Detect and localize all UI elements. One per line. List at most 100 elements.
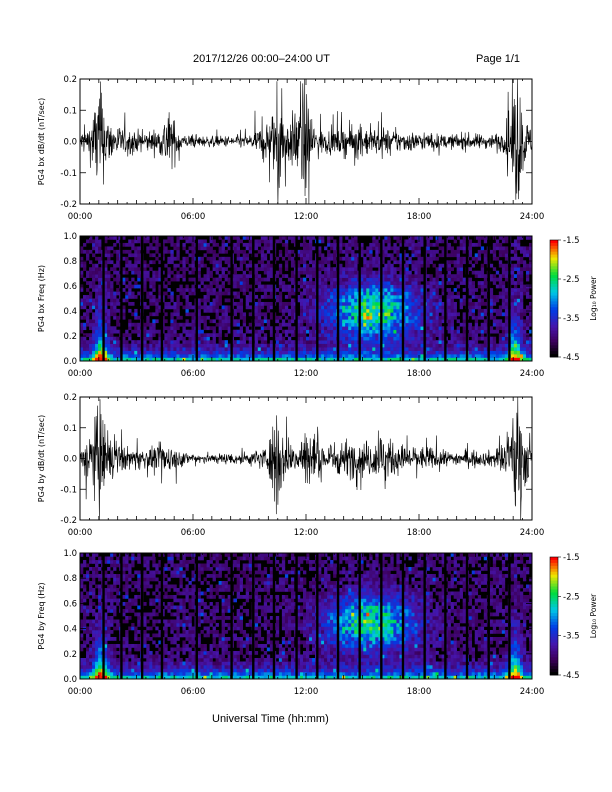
spectrogram-cell xyxy=(399,239,403,244)
spectrogram-cell xyxy=(284,242,289,247)
spectrogram-cell xyxy=(254,347,259,351)
spectrogram-cell xyxy=(351,291,355,296)
spectrogram-cell xyxy=(122,354,126,358)
spectrogram-cell xyxy=(414,312,418,317)
spectrogram-cell xyxy=(498,260,503,265)
panel-1-trace xyxy=(79,78,533,205)
spectrogram-cell xyxy=(384,298,388,303)
spectrogram-cell xyxy=(474,340,479,344)
spectrogram-cell xyxy=(218,315,222,320)
x-tick-label: 12:00 xyxy=(294,369,319,379)
spectrogram-cell xyxy=(182,350,186,355)
spectrogram-cell xyxy=(378,301,382,306)
spectrogram-cell xyxy=(324,340,328,344)
spectrogram-cell xyxy=(453,350,457,355)
spectrogram-cell xyxy=(480,236,485,240)
spectrogram-cell xyxy=(318,329,322,334)
spectrogram-cell xyxy=(137,284,141,289)
spectrogram-cell xyxy=(360,284,364,289)
spectrogram-cell xyxy=(95,357,99,361)
data-gap-stripe xyxy=(295,236,298,361)
spectrogram-cell xyxy=(110,288,114,292)
spectrogram-cell xyxy=(104,602,108,606)
spectrogram-cell xyxy=(92,612,96,617)
spectrogram-cell xyxy=(363,333,367,337)
spectrogram-cell xyxy=(125,284,129,289)
spectrogram-cell xyxy=(366,246,370,251)
spectrogram-cell xyxy=(254,308,259,313)
spectrogram-cell xyxy=(393,329,397,334)
spectrogram-cell xyxy=(321,326,325,331)
spectrogram-cell xyxy=(92,556,96,561)
spectrogram-cell xyxy=(372,326,376,331)
spectrogram-cell xyxy=(167,295,171,299)
spectrogram-cell xyxy=(215,333,219,337)
spectrogram-cell xyxy=(212,281,216,285)
spectrogram-cell xyxy=(522,357,527,361)
spectrogram-cell xyxy=(197,274,201,278)
spectrogram-cell xyxy=(152,301,156,306)
spectrogram-cell xyxy=(209,357,213,361)
spectrogram-cell xyxy=(287,288,292,292)
spectrogram-cell xyxy=(399,284,403,289)
spectrogram-cell xyxy=(306,315,310,320)
spectrogram-cell xyxy=(351,343,355,348)
spectrogram-cell xyxy=(182,322,186,327)
spectrogram-cell xyxy=(155,354,159,358)
spectrogram-cell xyxy=(80,668,84,673)
spectrogram-cell xyxy=(89,343,93,348)
spectrogram-cell xyxy=(417,288,421,292)
spectrogram-cell xyxy=(158,308,162,313)
spectrogram-cell xyxy=(513,315,518,320)
spectrogram-cell xyxy=(116,249,120,254)
spectrogram-cell xyxy=(342,340,346,344)
spectrogram-cell xyxy=(324,260,328,265)
spectrogram-cell xyxy=(378,270,382,275)
spectrogram-cell xyxy=(432,301,436,306)
spectrogram-cell xyxy=(221,270,225,275)
spectrogram-cell xyxy=(155,343,159,348)
spectrogram-cell xyxy=(345,295,349,299)
spectrogram-cell xyxy=(89,602,93,606)
spectrogram-cell xyxy=(432,277,436,282)
spectrogram-cell xyxy=(176,354,180,358)
spectrogram-cell xyxy=(170,291,174,296)
spectrogram-cell xyxy=(107,249,111,254)
spectrogram-cell xyxy=(450,253,454,258)
spectrogram-cell xyxy=(95,277,99,282)
spectrogram-cell xyxy=(89,291,93,296)
spectrogram-cell xyxy=(504,267,509,272)
spectrogram-cell xyxy=(167,336,171,341)
spectrogram-cell xyxy=(375,270,379,275)
spectrogram-cell xyxy=(152,288,156,292)
y-tick-label: 0.6 xyxy=(63,282,77,292)
spectrogram-cell xyxy=(525,347,530,351)
spectrogram-cell xyxy=(110,665,114,669)
spectrogram-cell xyxy=(405,295,409,299)
spectrogram-cell xyxy=(381,298,385,303)
spectrogram-cell xyxy=(360,242,364,247)
spectrogram-cell xyxy=(206,357,210,361)
spectrogram-cell xyxy=(98,556,102,561)
spectrogram-cell xyxy=(306,308,310,313)
spectrogram-cell xyxy=(360,350,364,355)
data-gap-stripe xyxy=(230,236,233,361)
spectrogram-cell xyxy=(312,236,316,240)
spectrogram-cell xyxy=(390,354,394,358)
spectrogram-cell xyxy=(131,322,135,327)
data-gap-stripe xyxy=(160,236,164,361)
spectrogram-cell xyxy=(107,354,111,358)
spectrogram-cell xyxy=(384,246,388,251)
spectrogram-cell xyxy=(456,343,460,348)
spectrogram-cell xyxy=(176,322,180,327)
spectrogram-cell xyxy=(450,357,454,361)
spectrogram-cell xyxy=(387,343,391,348)
spectrogram-cell xyxy=(170,340,174,344)
spectrogram-cell xyxy=(224,343,228,348)
spectrogram-cell xyxy=(408,295,412,299)
spectrogram-cell xyxy=(408,256,412,261)
spectrogram-cell xyxy=(92,312,96,317)
spectrogram-cell xyxy=(98,260,102,265)
spectrogram-cell xyxy=(483,253,488,258)
spectrogram-cell xyxy=(342,350,346,355)
